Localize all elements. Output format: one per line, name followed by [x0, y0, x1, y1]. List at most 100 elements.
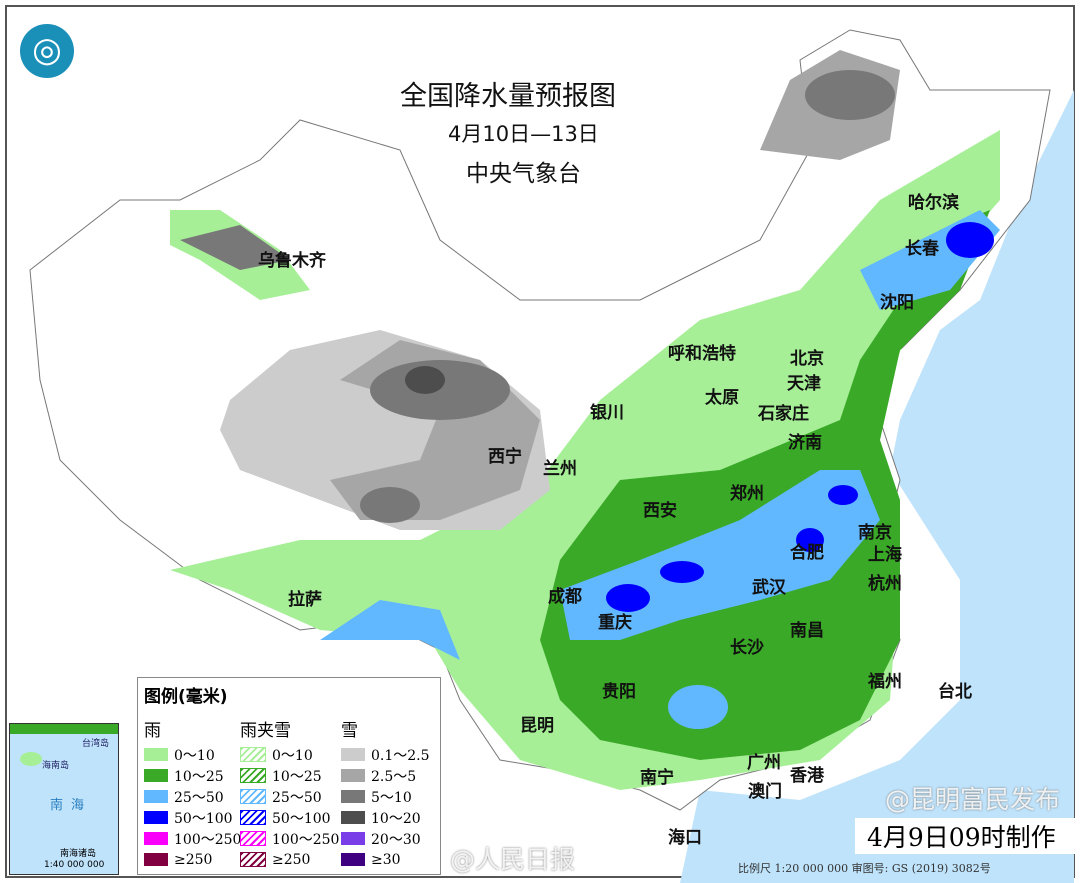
inset-hainan-label: 海南岛 — [42, 761, 70, 771]
city-label: 昆明 — [520, 716, 554, 736]
map-scale: 比例尺 1:20 000 000 审图号: GS (2019) 3082号 — [738, 862, 991, 875]
legend-swatch — [144, 769, 168, 782]
city-label: 南京 — [858, 523, 892, 543]
legend-item: 100～250 — [144, 828, 241, 849]
rain-50-100 — [660, 561, 704, 583]
legend-swatch — [240, 810, 266, 825]
legend-label: ≥250 — [272, 851, 311, 868]
city-label: 长沙 — [730, 638, 764, 658]
city-label: 济南 — [788, 433, 822, 453]
legend-label: 10～20 — [371, 810, 421, 827]
city-label: 澳门 — [748, 782, 782, 802]
watermark-left: @人民日报 — [450, 845, 576, 874]
issued-time: 4月9日09时制作 — [855, 818, 1075, 854]
date-range: 4月10日—13日 — [448, 122, 599, 146]
legend-item: 0～10 — [240, 744, 339, 765]
legend-swatch — [240, 768, 266, 783]
legend-column-header: 雪 — [341, 721, 358, 741]
legend-swatch — [341, 832, 365, 845]
legend-label: 20～30 — [371, 831, 421, 848]
city-label: 乌鲁木齐 — [258, 251, 326, 271]
legend-swatch — [144, 790, 168, 803]
city-label: 南昌 — [790, 621, 824, 641]
city-label: 郑州 — [730, 484, 764, 504]
legend-item: 50～100 — [144, 807, 241, 828]
south-china-sea-inset: 海南岛 台湾岛 南海 南海诸岛 1:40 000 000 — [9, 723, 119, 875]
legend: 图例(毫米) 雨 0～10 10～25 25～50 50～100 100～250 ≥250 … — [137, 677, 441, 875]
city-label: 石家庄 — [758, 404, 809, 424]
legend-label: 100～250 — [174, 831, 242, 848]
legend-item: 50～100 — [240, 807, 339, 828]
legend-column-rain: 雨 0～10 10～25 25～50 50～100 100～250 ≥250 — [144, 716, 241, 870]
city-label: 上海 — [868, 545, 902, 565]
legend-swatch — [240, 789, 266, 804]
legend-label: 2.5～5 — [371, 768, 417, 785]
inset-islands-label: 南海诸岛 — [60, 849, 97, 859]
legend-swatch — [240, 831, 266, 846]
city-label: 成都 — [548, 587, 582, 607]
city-label: 银川 — [590, 403, 624, 423]
legend-item: 10～25 — [240, 765, 339, 786]
legend-label: 25～50 — [272, 789, 322, 806]
legend-swatch — [341, 748, 365, 761]
legend-swatch — [240, 852, 266, 867]
legend-label: 0.1～2.5 — [371, 747, 430, 764]
legend-column-snow: 雪 0.1～2.5 2.5～5 5～10 10～20 20～30 ≥30 — [341, 716, 430, 870]
legend-item: 10～25 — [144, 765, 241, 786]
map-title: 全国降水量预报图 — [400, 81, 616, 112]
city-label: 长春 — [905, 239, 939, 259]
legend-label: 0～10 — [174, 747, 215, 764]
legend-label: 25～50 — [174, 789, 224, 806]
city-label: 台北 — [938, 682, 972, 702]
rain-50-100 — [796, 528, 824, 552]
legend-swatch — [144, 748, 168, 761]
city-label: 拉萨 — [288, 590, 322, 610]
rain-25-50-south — [668, 685, 728, 729]
city-label: 南宁 — [640, 768, 674, 788]
legend-item: 20～30 — [341, 828, 430, 849]
city-label: 太原 — [705, 388, 739, 408]
legend-swatch — [341, 790, 365, 803]
city-label: 哈尔滨 — [908, 193, 959, 213]
city-label: 呼和浩特 — [668, 344, 736, 364]
watermark-right: @昆明富民发布 — [885, 785, 1061, 814]
city-label: 合肥 — [790, 543, 824, 563]
legend-item: 5～10 — [341, 786, 430, 807]
city-label: 贵阳 — [602, 682, 636, 702]
legend-swatch — [144, 832, 168, 845]
legend-swatch — [240, 747, 266, 762]
legend-label: 0～10 — [272, 747, 313, 764]
snow-10-20 — [405, 366, 445, 394]
inset-scale: 1:40 000 000 — [44, 860, 105, 870]
city-label: 杭州 — [868, 574, 902, 594]
legend-label: ≥30 — [371, 851, 401, 868]
snow-5-10 — [370, 360, 510, 420]
legend-column-header: 雨 — [144, 721, 161, 741]
city-label: 西安 — [643, 501, 677, 521]
legend-label: 50～100 — [174, 810, 233, 827]
legend-swatch — [341, 811, 365, 824]
city-label: 重庆 — [598, 613, 632, 633]
snow-ne-dark — [805, 70, 895, 120]
legend-swatch — [144, 853, 168, 866]
city-label: 天津 — [787, 374, 821, 394]
legend-item: 25～50 — [144, 786, 241, 807]
legend-label: 10～25 — [272, 768, 322, 785]
cma-logo: ◎ — [20, 24, 74, 78]
legend-item: 2.5～5 — [341, 765, 430, 786]
legend-item: 0.1～2.5 — [341, 744, 430, 765]
legend-label: 5～10 — [371, 789, 412, 806]
city-label: 兰州 — [543, 459, 577, 479]
agency-name: 中央气象台 — [466, 161, 581, 187]
legend-title: 图例(毫米) — [144, 687, 228, 707]
legend-item: ≥250 — [240, 849, 339, 870]
city-label: 西宁 — [488, 447, 522, 467]
legend-item: ≥250 — [144, 849, 241, 870]
snow-5-10 — [360, 487, 420, 523]
snow-xj — [180, 225, 290, 270]
legend-swatch — [341, 769, 365, 782]
legend-label: 50～100 — [272, 810, 331, 827]
inset-sea-label: 南海 — [50, 798, 93, 813]
legend-item: ≥30 — [341, 849, 430, 870]
